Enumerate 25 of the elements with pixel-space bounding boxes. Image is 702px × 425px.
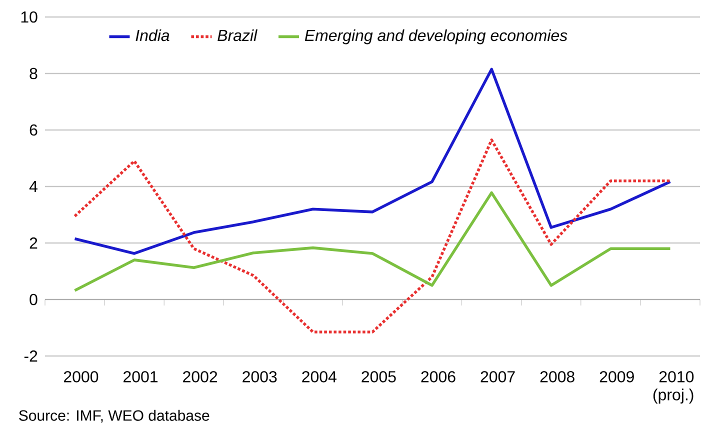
legend-label: India — [136, 29, 170, 42]
x-tick-label: 2005 — [362, 371, 396, 382]
y-tick-label: 10 — [21, 11, 38, 23]
x-tick-label: 2003 — [242, 371, 277, 382]
x-tick-label: 2009 — [600, 371, 634, 382]
line-series — [73, 138, 672, 334]
x-tick-label: 2004 — [302, 371, 336, 382]
line-series — [73, 68, 672, 255]
line-series — [73, 191, 672, 292]
x-tick-label: 2000 — [64, 371, 98, 382]
x-tick-label: 2008 — [540, 371, 574, 382]
legend-label: Emerging and developing economies — [304, 29, 568, 44]
x-tick-label: 2002 — [183, 371, 218, 382]
y-tick-label: 8 — [30, 68, 38, 80]
x-tick-label: 2010 (proj.) — [653, 371, 694, 404]
y-tick-label: 4 — [29, 181, 38, 192]
x-tick-label: 2007 — [480, 371, 515, 382]
x-tick-label: 2006 — [421, 371, 456, 382]
y-tick-label: -2 — [24, 350, 38, 362]
source-note: Source: IMF, WEO database — [19, 410, 210, 423]
y-tick-label: 0 — [30, 294, 38, 306]
legend-label: Brazil — [218, 29, 258, 42]
x-tick-label: 2001 — [124, 371, 158, 382]
y-tick-label: 2 — [30, 237, 38, 249]
y-tick-label: 6 — [30, 124, 38, 136]
